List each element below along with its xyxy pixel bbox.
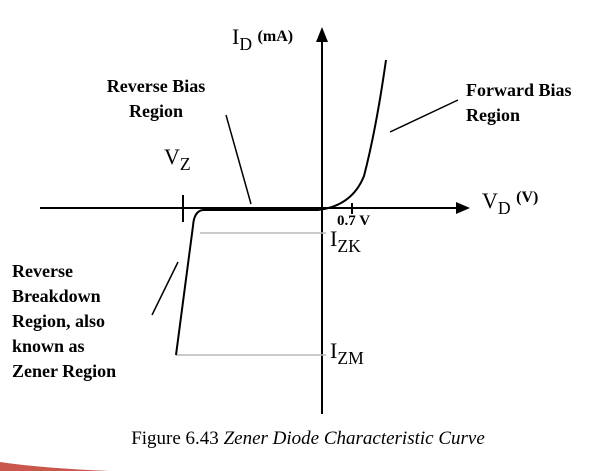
breakdown-line-1: Reverse [12,261,73,281]
izk-label: IZK [330,226,361,255]
breakdown-region-label: Reverse Breakdown Region, also known as … [12,259,116,384]
forward-bias-line-1: Forward Bias [466,80,572,100]
izk-label-main: I [330,226,338,251]
vz-label-sub: Z [179,154,191,175]
izm-label-main: I [330,338,338,363]
characteristic-curve [175,59,387,356]
breakdown-line-2: Breakdown [12,286,101,306]
breakdown-line-4: known as [12,336,85,356]
reverse-bias-region-label: Reverse Bias Region [96,74,216,124]
x-axis-label-sub: D [497,198,511,219]
breakdown-line-5: Zener Region [12,361,117,381]
izk-label-sub: ZK [337,236,361,257]
breakdown-line-3: Region, also [12,311,106,331]
y-axis-label-main: I [232,24,240,49]
izm-label: IZM [330,338,364,367]
y-axis-label-unit: (mA) [257,28,294,45]
y-axis-label-sub: D [239,34,253,55]
caption-title: Zener Diode Characteristic Curve [223,428,485,449]
vz-label: VZ [164,144,191,173]
reverse-bias-line-2: Region [129,101,183,121]
x-axis-arrowhead [456,202,470,214]
forward-voltage-label: 0.7 V [337,213,371,229]
reverse-bias-pointer [225,114,252,205]
x-axis-label-unit: (V) [516,189,539,206]
reverse-bias-line-1: Reverse Bias [106,76,206,96]
figure-caption: Figure 6.43 Zener Diode Characteristic C… [0,428,616,450]
y-axis-arrowhead [316,27,328,42]
vz-label-main: V [164,144,180,169]
izm-label-sub: ZM [337,348,364,369]
forward-bias-line-2: Region [466,105,520,125]
y-axis-label: ID (mA) [232,24,294,53]
x-axis-label: VD (V) [482,188,539,217]
caption-number: Figure 6.43 [131,428,219,449]
breakdown-pointer [151,261,179,316]
forward-bias-region-label: Forward Bias Region [466,78,572,128]
forward-bias-pointer [389,99,459,133]
x-axis-label-main: V [482,188,498,213]
corner-accent [0,462,110,471]
